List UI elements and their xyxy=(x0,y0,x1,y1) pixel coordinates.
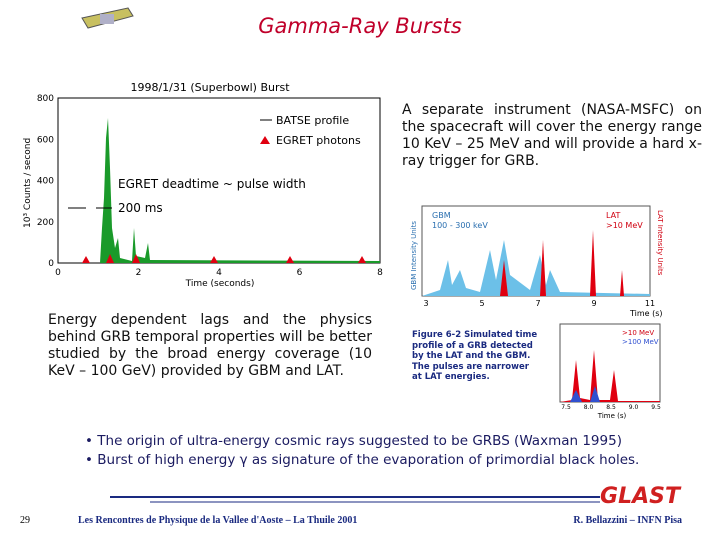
x-tick-label: 3 xyxy=(423,299,428,308)
label: >10 MeV xyxy=(606,221,643,230)
y-tick-label: 600 xyxy=(37,135,54,145)
logo: GLAST xyxy=(600,485,682,509)
y-tick-label: 200 xyxy=(37,218,54,228)
legend-label: >100 MeV xyxy=(622,338,659,346)
figure-burst: 1998/1/31 (Superbowl) Burst BATSE profil… xyxy=(20,78,388,310)
x-axis-label: Time (s) xyxy=(597,412,627,420)
legend-label: EGRET photons xyxy=(276,134,361,147)
gbm-profile xyxy=(422,240,650,296)
footer: GLAST 29 Les Rencontres de Physique de l… xyxy=(20,485,682,526)
satellite-icon xyxy=(80,6,135,32)
title: Gamma-Ray Bursts xyxy=(258,14,462,38)
left-text: Energy dependent lags and the physics be… xyxy=(48,312,372,379)
conference: Les Rencontres de Physique de la Vallee … xyxy=(78,515,357,526)
caption-box xyxy=(410,328,540,394)
x-tick-label: 8 xyxy=(377,268,383,278)
egret-photons xyxy=(82,254,366,263)
bullet: The origin of ultra-energy cosmic rays s… xyxy=(85,432,715,451)
x-tick-label: 9 xyxy=(591,299,596,308)
y-tick-label: 400 xyxy=(37,177,54,187)
x-tick-label: 5 xyxy=(479,299,484,308)
x-tick-label: 9.0 xyxy=(629,404,639,411)
x-tick-label: 0 xyxy=(55,268,61,278)
y-axis-label: 10³ Counts / second xyxy=(23,138,33,228)
caption: Figure 6-2 Simulated time profile of a G… xyxy=(412,330,538,382)
x-tick-label: 11 xyxy=(645,299,655,308)
figure-bg xyxy=(20,78,388,310)
x-tick-label: 6 xyxy=(297,268,303,278)
y-axis-label: GBM Intensity Units xyxy=(410,221,418,290)
author: R. Bellazzini – INFN Pisa xyxy=(573,515,682,526)
right-text: A separate instrument (NASA-MSFC) on the… xyxy=(402,102,702,169)
legend-marker xyxy=(260,136,270,144)
annotation: 200 ms xyxy=(118,201,163,215)
figure-gbm-lat: GBM 100 - 300 keV LAT >10 MeV GBM Intens… xyxy=(410,205,664,318)
x-axis-label: Time (s) xyxy=(629,309,663,318)
figure-title: 1998/1/31 (Superbowl) Burst xyxy=(130,81,290,94)
label: 100 - 300 keV xyxy=(432,221,488,230)
x-tick-label: 8.5 xyxy=(606,404,616,411)
y-axis-label: LAT Intensity Units xyxy=(656,210,664,276)
label: GBM xyxy=(432,211,451,220)
bullet: Burst of high energy γ as signature of t… xyxy=(85,451,715,470)
legend-label: BATSE profile xyxy=(276,114,349,127)
x-tick-label: 2 xyxy=(136,268,142,278)
figure-simulated: Figure 6-2 Simulated time profile of a G… xyxy=(410,323,661,420)
bullets: The origin of ultra-energy cosmic rays s… xyxy=(85,432,715,470)
annotation: EGRET deadtime ~ pulse width xyxy=(118,177,306,191)
x-tick-label: 9.5 xyxy=(651,404,661,411)
legend-label: >10 MeV xyxy=(622,329,654,337)
x-tick-label: 7 xyxy=(535,299,540,308)
low-profile xyxy=(570,386,600,402)
x-tick-label: 7.5 xyxy=(561,404,571,411)
page-number: 29 xyxy=(20,515,30,526)
y-tick-label: 800 xyxy=(37,94,54,104)
lat-profile xyxy=(500,230,624,296)
y-tick-label: 0 xyxy=(48,259,54,269)
x-tick-label: 4 xyxy=(216,268,222,278)
x-tick-label: 8.0 xyxy=(584,404,594,411)
label: LAT xyxy=(606,211,620,220)
x-axis-label: Time (seconds) xyxy=(185,279,255,289)
